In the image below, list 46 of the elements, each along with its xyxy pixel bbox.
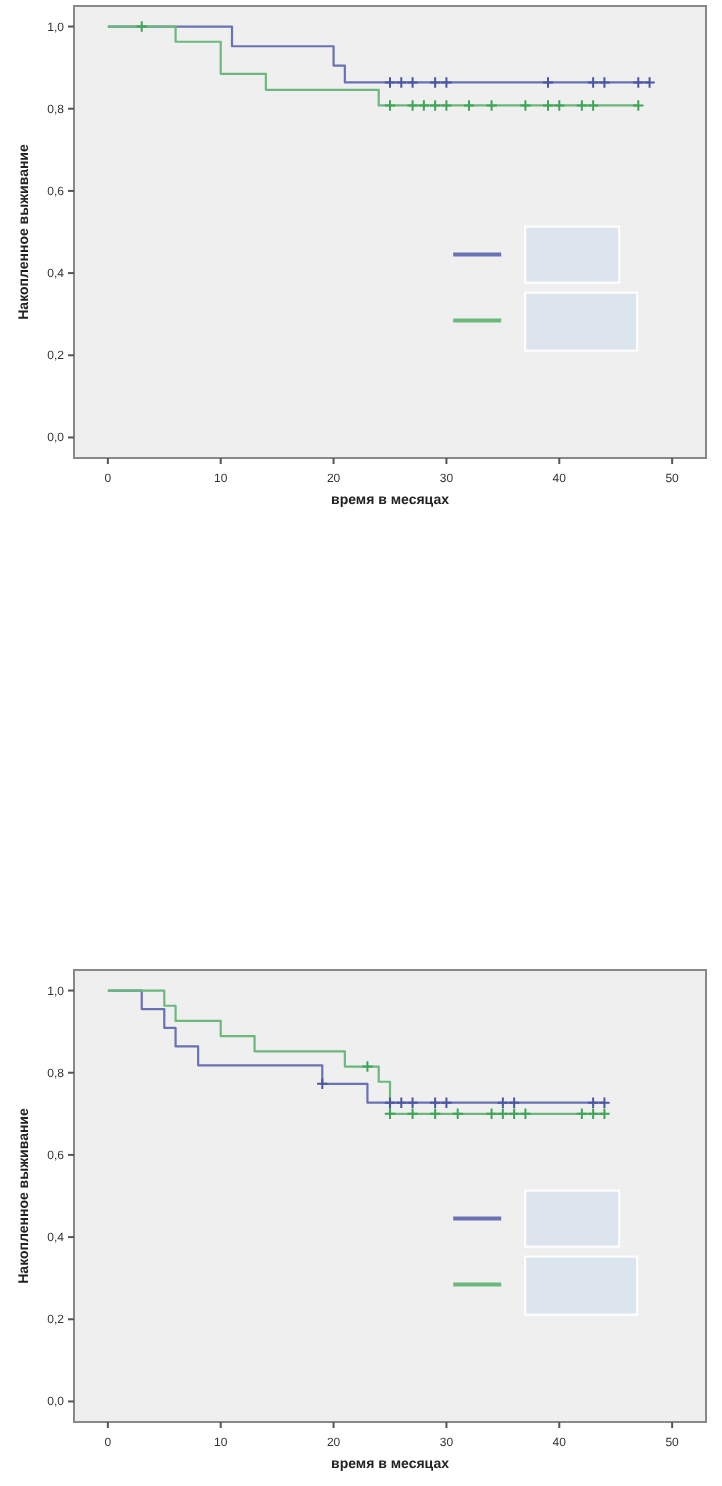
point	[586, 1096, 600, 1109]
point	[496, 1107, 510, 1121]
point	[395, 1096, 408, 1109]
point	[383, 76, 397, 89]
point	[428, 76, 442, 89]
point	[440, 1096, 453, 1109]
point	[428, 1107, 442, 1121]
point	[586, 76, 600, 89]
point	[440, 99, 453, 112]
point	[586, 99, 600, 112]
point	[598, 1096, 611, 1109]
point	[507, 1096, 521, 1109]
point	[383, 1107, 397, 1121]
point	[395, 76, 408, 89]
point	[316, 1077, 329, 1091]
point	[598, 1107, 611, 1121]
point	[406, 1096, 419, 1109]
point	[632, 99, 645, 112]
point	[519, 1107, 532, 1121]
point	[383, 99, 397, 112]
point	[575, 99, 589, 112]
point	[598, 76, 611, 89]
point	[575, 1107, 589, 1121]
point	[586, 1107, 600, 1121]
point	[406, 1107, 419, 1121]
point	[507, 1107, 521, 1121]
point	[135, 20, 148, 33]
point	[632, 76, 645, 89]
point	[428, 99, 442, 112]
point	[406, 76, 419, 89]
point	[541, 99, 555, 112]
point	[406, 99, 419, 112]
point	[496, 1096, 510, 1109]
point	[428, 1096, 442, 1109]
point	[361, 1060, 374, 1073]
point	[485, 99, 498, 112]
point	[451, 1107, 464, 1121]
point	[485, 1107, 498, 1121]
point	[541, 76, 555, 89]
point	[417, 99, 431, 112]
point	[440, 76, 453, 89]
point	[462, 99, 476, 112]
point	[519, 99, 532, 112]
point	[553, 99, 566, 112]
point	[643, 76, 656, 89]
point	[383, 1096, 397, 1109]
